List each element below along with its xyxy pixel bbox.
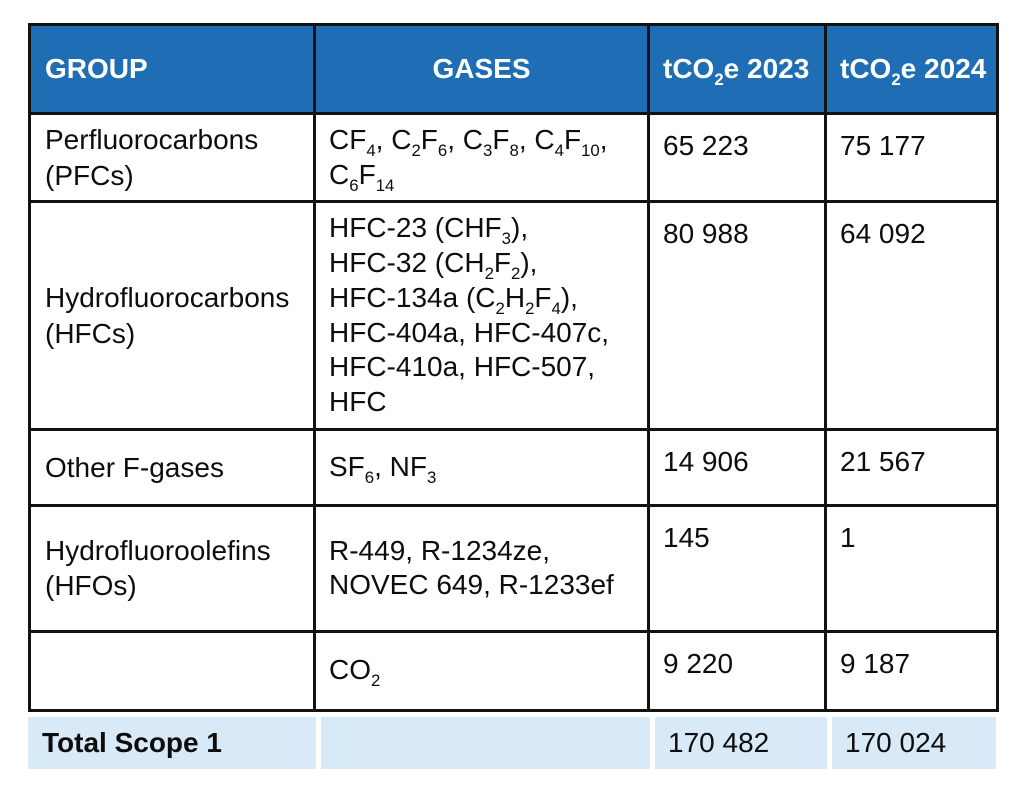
row-other-f-gases: Other F-gases SF6, NF3 14 906 21 567: [28, 427, 999, 507]
row-pfcs-2024: 75 177: [824, 111, 999, 204]
row-co2-gases: CO2: [313, 629, 650, 712]
row-hfcs-2023: 80 988: [647, 200, 827, 431]
row-other-f-gases-gases: SF6, NF3: [313, 427, 650, 507]
row-co2-2024: 9 187: [824, 629, 999, 712]
row-pfcs: Perfluorocarbons (PFCs) CF4, C2F6, C3F8, …: [28, 111, 999, 204]
row-pfcs-gases: CF4, C2F6, C3F8, C4F10, C6F14: [313, 111, 650, 204]
header-cell-gases: GASES: [313, 23, 650, 115]
row-hfcs-2024: 64 092: [824, 200, 999, 431]
row-co2-group: [28, 629, 316, 712]
row-hfos: Hydrofluoroolefins (HFOs) R-449, R-1234ze…: [28, 503, 999, 633]
scope1-emissions-table: GROUP GASES tCO2e 2023 tCO2e 2024 Perflu…: [28, 23, 999, 712]
header-cell-group: GROUP: [28, 23, 316, 115]
row-hfcs-gases: HFC-23 (CHF3), HFC-32 (CH2F2), HFC-134a (C…: [313, 200, 650, 431]
total-gases-empty: [316, 716, 650, 769]
row-pfcs-group: Perfluorocarbons (PFCs): [28, 111, 316, 204]
header-cell-tco2e-2024: tCO2e 2024: [824, 23, 999, 115]
row-other-f-gases-group: Other F-gases: [28, 427, 316, 507]
row-hfos-gases: R-449, R-1234ze, NOVEC 649, R-1233ef: [313, 503, 650, 633]
row-hfos-2023: 145: [647, 503, 827, 633]
row-hfos-2024: 1: [824, 503, 999, 633]
row-co2: CO2 9 220 9 187: [28, 629, 999, 712]
total-label: Total Scope 1: [28, 716, 316, 769]
row-co2-2023: 9 220: [647, 629, 827, 712]
row-hfcs: Hydrofluorocarbons (HFCs) HFC-23 (CHF3), H…: [28, 200, 999, 431]
row-hfos-group: Hydrofluoroolefins (HFOs): [28, 503, 316, 633]
header-row: GROUP GASES tCO2e 2023 tCO2e 2024: [28, 23, 999, 115]
row-hfcs-group: Hydrofluorocarbons (HFCs): [28, 200, 316, 431]
header-cell-tco2e-2023: tCO2e 2023: [647, 23, 827, 115]
row-other-f-gases-2024: 21 567: [824, 427, 999, 507]
row-total: Total Scope 1 170 482 170 024: [28, 716, 996, 769]
row-pfcs-2023: 65 223: [647, 111, 827, 204]
row-other-f-gases-2023: 14 906: [647, 427, 827, 507]
total-2023: 170 482: [650, 716, 827, 769]
emissions-table-wrap: GROUP GASES tCO2e 2023 tCO2e 2024 Perflu…: [28, 23, 999, 769]
total-2024: 170 024: [827, 716, 996, 769]
